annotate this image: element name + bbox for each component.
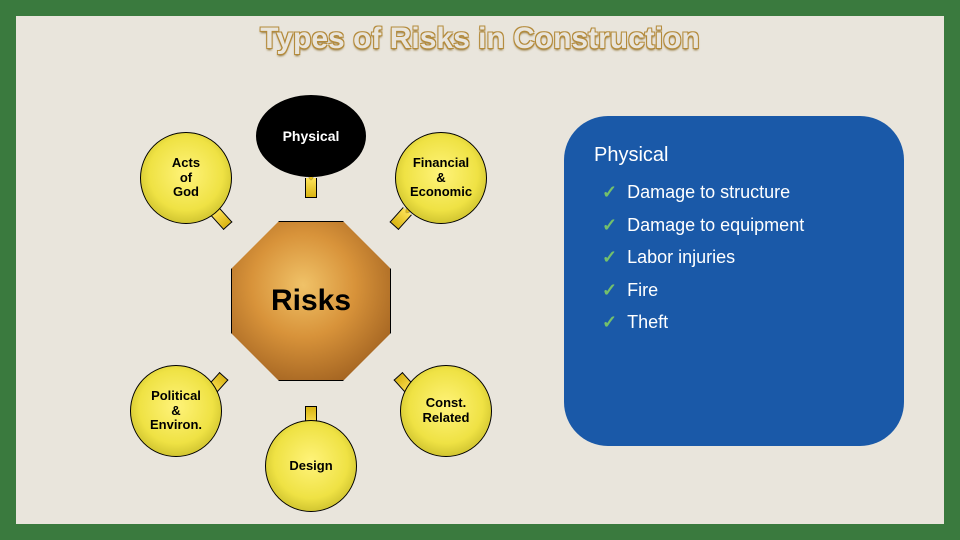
node-const-related: Const.Related bbox=[400, 365, 492, 457]
panel-item-text: Labor injuries bbox=[627, 246, 735, 269]
panel-heading: Physical bbox=[594, 144, 874, 167]
check-icon: ✓ bbox=[602, 246, 617, 269]
panel-item-4: ✓ Theft bbox=[602, 311, 874, 334]
panel-item-text: Theft bbox=[627, 311, 668, 334]
node-financial: Financial&Economic bbox=[395, 132, 487, 224]
check-icon: ✓ bbox=[602, 214, 617, 237]
panel-item-2: ✓ Labor injuries bbox=[602, 246, 874, 269]
panel-item-0: ✓ Damage to structure bbox=[602, 181, 874, 204]
check-icon: ✓ bbox=[602, 181, 617, 204]
risk-diagram: Risks Physical Financial&Economic ActsofGo… bbox=[76, 86, 546, 516]
center-node: Risks bbox=[231, 221, 391, 381]
panel-list: ✓ Damage to structure ✓ Damage to equipment… bbox=[594, 181, 874, 334]
detail-panel: Physical ✓ Damage to structure ✓ Damage to … bbox=[564, 116, 904, 446]
panel-item-1: ✓ Damage to equipment bbox=[602, 214, 874, 237]
panel-item-text: Damage to equipment bbox=[627, 214, 804, 237]
center-label: Risks bbox=[271, 284, 351, 318]
panel-item-text: Fire bbox=[627, 279, 658, 302]
node-design: Design bbox=[265, 420, 357, 512]
node-political: Political&Environ. bbox=[130, 365, 222, 457]
check-icon: ✓ bbox=[602, 311, 617, 334]
panel-item-text: Damage to structure bbox=[627, 181, 790, 204]
panel-item-3: ✓ Fire bbox=[602, 279, 874, 302]
node-acts-of-god: ActsofGod bbox=[140, 132, 232, 224]
page-title: Types of Risks in Construction bbox=[16, 22, 944, 56]
check-icon: ✓ bbox=[602, 279, 617, 302]
node-physical: Physical bbox=[256, 95, 366, 177]
